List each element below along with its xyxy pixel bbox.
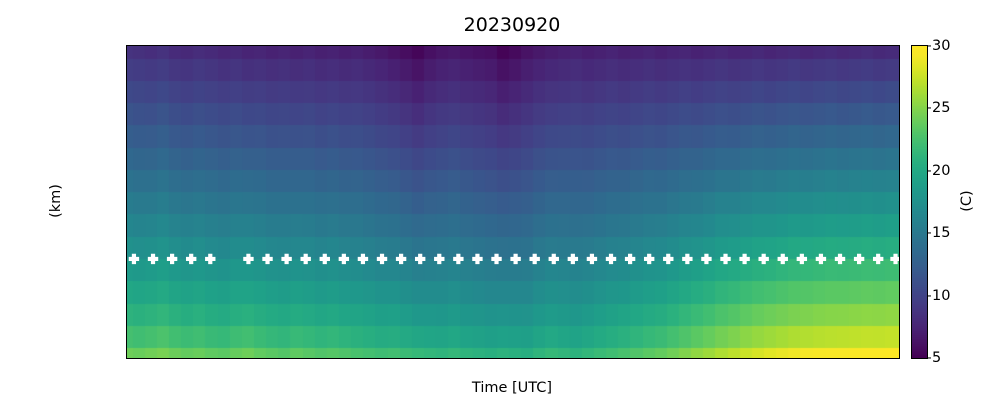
- colorbar-tick-mark: [927, 45, 931, 46]
- chart-title: 20230920: [126, 14, 898, 36]
- colorbar-tick-mark: [927, 357, 931, 358]
- x-tick-mark: [413, 358, 414, 359]
- colorbar-tick-label: 10: [932, 288, 950, 304]
- y-tick-mark: [126, 60, 127, 61]
- y-tick-mark: [126, 357, 127, 358]
- colorbar-tick-label: 5: [932, 350, 941, 366]
- y-tick-mark: [126, 258, 127, 259]
- x-tick-mark: [517, 358, 518, 359]
- colorbar-tick-label: 15: [932, 225, 950, 241]
- colorbar-tick-mark: [927, 108, 931, 109]
- heatmap-axes[interactable]: 0.00.51.01.52.02.53.0 03:0006:0009:0012:…: [126, 45, 900, 359]
- colorbar-tick-label: 25: [932, 100, 950, 116]
- x-axis-label: Time [UTC]: [472, 380, 552, 396]
- colorbar[interactable]: 51015202530: [911, 45, 928, 359]
- colorbar-label: (C): [959, 190, 975, 211]
- x-tick-mark: [621, 358, 622, 359]
- colorbar-gradient: [912, 46, 927, 358]
- temperature-heatmap-mesh: [127, 46, 899, 358]
- y-tick-mark: [126, 110, 127, 111]
- x-tick-mark: [829, 358, 830, 359]
- figure-canvas: 20230920 0.00.51.01.52.02.53.0 03:0006:0…: [0, 0, 1000, 400]
- colorbar-tick-label: 30: [932, 38, 950, 54]
- y-tick-mark: [126, 308, 127, 309]
- x-tick-mark: [725, 358, 726, 359]
- y-axis-label: (km): [48, 184, 64, 218]
- colorbar-tick-mark: [927, 233, 931, 234]
- colorbar-tick-label: 20: [932, 163, 950, 179]
- y-tick-mark: [126, 159, 127, 160]
- colorbar-tick-mark: [927, 295, 931, 296]
- x-tick-mark: [309, 358, 310, 359]
- x-tick-mark: [205, 358, 206, 359]
- colorbar-tick-mark: [927, 170, 931, 171]
- y-tick-mark: [126, 209, 127, 210]
